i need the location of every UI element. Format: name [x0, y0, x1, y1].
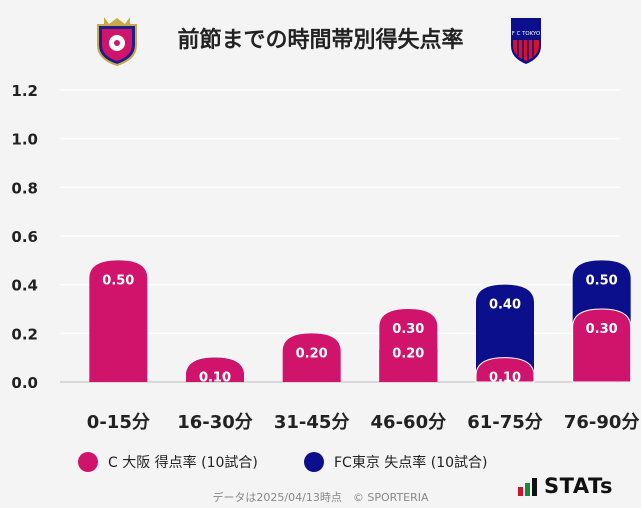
- bar-cerezo: [379, 309, 438, 382]
- y-tick-label: 0.2: [11, 325, 38, 343]
- y-tick-label: 0.8: [11, 179, 38, 197]
- y-tick-label: 0.6: [11, 228, 38, 246]
- x-tick-label: 46-60分: [371, 412, 447, 433]
- data-label-cerezo: 0.20: [296, 346, 328, 361]
- data-label-cerezo: 0.30: [586, 322, 618, 337]
- cerezo-osaka-crest-icon: [97, 17, 137, 67]
- bar-cerezo: [282, 333, 341, 382]
- bar-chart: 0.0 0.2 0.4 0.6 0.8 1.0 1.2 0.50 0-15分 0.10 0.10 16…: [11, 82, 640, 433]
- data-label-cerezo: 0.10: [199, 371, 231, 386]
- bar-fctokyo: [476, 284, 534, 382]
- data-label-fctokyo: 0.50: [586, 273, 618, 288]
- data-label-cerezo: 0.10: [489, 371, 521, 386]
- y-tick-label: 1.2: [11, 82, 38, 100]
- bar-cerezo: [186, 357, 244, 382]
- legend-item-cerezo: C 大阪 得点率 (10試合): [78, 452, 258, 472]
- x-tick-label: 16-30分: [177, 412, 253, 433]
- footer-note: データは2025/04/13時点 © SPORTERIA: [212, 491, 429, 504]
- data-label-fctokyo: 0.20: [392, 346, 424, 361]
- legend-label-cerezo: C 大阪 得点率 (10試合): [108, 455, 258, 471]
- data-label-cerezo: 0.50: [102, 273, 134, 288]
- data-label-cerezo: 0.30: [392, 322, 424, 337]
- y-tick-label: 0.4: [11, 277, 38, 295]
- legend-swatch-cerezo: [78, 452, 98, 472]
- x-tick-label: 61-75分: [467, 412, 543, 433]
- bar-cerezo: [475, 357, 535, 383]
- y-tick-label: 0.0: [11, 374, 38, 392]
- x-tick-label: 76-90分: [564, 412, 640, 433]
- x-tick-label: 0-15分: [87, 412, 150, 433]
- y-tick-label: 1.0: [11, 131, 38, 149]
- fc-tokyo-crest-icon: F C TOKYO: [511, 18, 541, 64]
- legend-swatch-fctokyo: [304, 452, 324, 472]
- x-tick-label: 31-45分: [274, 412, 350, 433]
- legend-label-fctokyo: FC東京 失点率 (10試合): [334, 455, 488, 471]
- bar-cerezo: [572, 308, 632, 383]
- legend-item-fctokyo: FC東京 失点率 (10試合): [304, 452, 487, 472]
- svg-text:F C TOKYO: F C TOKYO: [512, 31, 540, 37]
- chart-title: 前節までの時間帯別得失点率: [177, 28, 464, 53]
- bar-cerezo: [89, 260, 148, 382]
- data-label-fctokyo: 0.40: [489, 298, 521, 313]
- stats-logo-text: STATs: [544, 474, 613, 498]
- data-label-fctokyo: 0.10: [199, 371, 231, 386]
- stats-logo-icon: [518, 478, 537, 496]
